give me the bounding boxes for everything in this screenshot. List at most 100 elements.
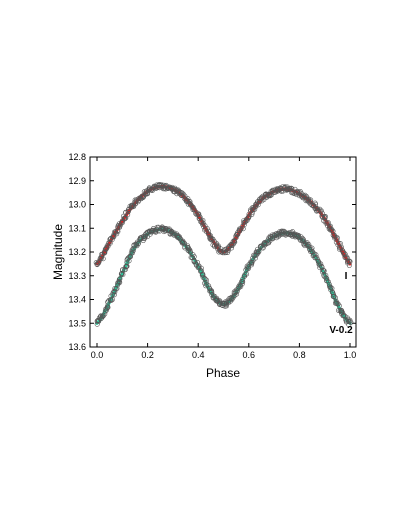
data-point — [249, 211, 255, 217]
data-point — [308, 197, 314, 203]
data-point — [241, 222, 247, 228]
data-point — [246, 213, 252, 219]
data-point — [97, 313, 103, 319]
data-point — [202, 226, 208, 232]
y-tick-label: 13.0 — [68, 200, 86, 210]
data-point — [125, 209, 131, 215]
x-tick-label: 1.0 — [344, 350, 357, 360]
data-point — [119, 220, 125, 226]
data-point — [109, 237, 115, 243]
data-point — [268, 192, 274, 198]
data-point — [161, 182, 167, 188]
x-axis-label: Phase — [206, 366, 240, 380]
data-point — [198, 265, 204, 271]
data-point — [340, 310, 346, 316]
data-point — [334, 237, 340, 243]
data-point — [336, 244, 342, 250]
observed-points — [93, 181, 354, 328]
data-point — [117, 276, 123, 282]
data-point — [337, 246, 343, 252]
data-point — [246, 214, 252, 220]
data-point — [203, 283, 209, 289]
data-point — [125, 212, 131, 218]
data-point — [104, 306, 110, 312]
data-point — [102, 308, 108, 314]
data-point — [101, 313, 107, 319]
data-point — [200, 218, 206, 224]
y-tick-label: 13.2 — [68, 247, 86, 257]
data-point — [241, 218, 247, 224]
data-point — [228, 295, 234, 301]
data-point — [134, 242, 140, 248]
data-point — [238, 284, 244, 290]
data-point — [248, 262, 254, 268]
data-point — [347, 259, 353, 265]
data-point — [304, 240, 310, 246]
data-point — [328, 284, 334, 290]
data-point — [199, 221, 205, 227]
data-point — [327, 223, 333, 229]
data-point — [347, 318, 353, 324]
data-point — [299, 193, 305, 199]
data-point — [332, 295, 338, 301]
data-point — [236, 283, 242, 289]
data-point — [254, 202, 260, 208]
y-tick-label: 13.6 — [68, 342, 86, 352]
data-point — [116, 277, 122, 283]
data-point — [196, 214, 202, 220]
data-point — [323, 275, 329, 281]
data-point — [102, 250, 108, 256]
axis-ticks: 0.0 0.2 0.4 0.6 0.8 1.0 12.8 12.9 13.0 13.1 13.2 13… — [68, 152, 356, 360]
data-point — [181, 192, 187, 198]
data-point — [169, 184, 175, 190]
data-point — [313, 252, 319, 258]
data-point — [331, 294, 337, 300]
data-point — [322, 215, 328, 221]
data-point — [325, 279, 331, 285]
data-point — [142, 234, 148, 240]
y-tick-label: 13.5 — [68, 318, 86, 328]
data-point — [317, 206, 323, 212]
data-point — [252, 206, 258, 212]
data-point — [231, 294, 237, 300]
data-point — [140, 195, 146, 201]
x-tick-label: 0.6 — [243, 350, 256, 360]
data-point — [240, 276, 246, 282]
data-point — [122, 266, 128, 272]
data-point — [180, 193, 186, 199]
data-point — [180, 240, 186, 246]
data-point — [204, 226, 210, 232]
data-point — [251, 252, 257, 258]
data-point — [203, 280, 209, 286]
data-point — [315, 208, 321, 214]
data-point — [255, 250, 261, 256]
data-point — [95, 318, 101, 324]
data-point — [111, 234, 117, 240]
data-point — [318, 261, 324, 267]
data-point — [204, 282, 210, 288]
data-point — [231, 241, 237, 247]
data-point — [298, 234, 304, 240]
data-point — [111, 292, 117, 298]
data-point — [342, 251, 348, 257]
data-point — [322, 215, 328, 221]
data-point — [108, 297, 114, 303]
data-point — [239, 279, 245, 285]
data-point — [149, 188, 155, 194]
y-tick-label: 12.9 — [68, 176, 86, 186]
data-point — [146, 187, 152, 193]
data-point — [336, 241, 342, 247]
data-point — [238, 226, 244, 232]
data-point — [252, 255, 258, 261]
data-point — [320, 267, 326, 273]
data-point — [187, 199, 193, 205]
data-point — [318, 208, 324, 214]
data-point — [120, 267, 126, 273]
data-point — [249, 210, 255, 216]
x-tick-label: 0.8 — [293, 350, 306, 360]
data-point — [283, 187, 289, 193]
data-point — [296, 233, 302, 239]
data-point — [329, 227, 335, 233]
data-point — [124, 263, 130, 269]
data-point — [233, 287, 239, 293]
